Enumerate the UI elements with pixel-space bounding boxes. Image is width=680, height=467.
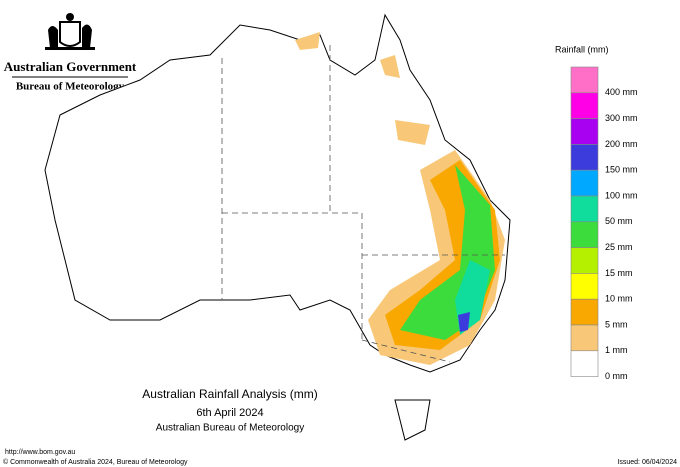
legend-label: 100 mm (605, 190, 638, 200)
australia (44, 13, 511, 441)
legend-title: Rainfall (mm) (555, 44, 609, 54)
legend-label: 400 mm (605, 87, 638, 97)
legend-label: 150 mm (605, 165, 638, 175)
legend-label: 25 mm (605, 242, 633, 252)
caption-agency: Australian Bureau of Meteorology (156, 423, 304, 434)
legend-swatch (570, 350, 599, 377)
legend-swatch (570, 247, 599, 274)
legend-label: 15 mm (605, 268, 633, 278)
government-name: Australian Government (4, 59, 137, 74)
crest (45, 13, 95, 50)
legend-swatch (570, 118, 599, 145)
legend-label: 1 mm (605, 345, 628, 355)
legend-swatch (570, 324, 599, 352)
legend: 400 mm 300 mm 200 mm 150 mm 100 mm 50 mm 25 mm… (570, 66, 638, 381)
legend-label: 10 mm (605, 294, 633, 304)
legend-swatch (570, 144, 599, 171)
legend-label: 50 mm (605, 216, 633, 226)
legend-label: 200 mm (605, 139, 638, 149)
legend-swatch (570, 273, 599, 300)
footer-copyright: © Commonwealth of Australia 2024, Bureau… (3, 458, 188, 466)
legend-swatch (570, 66, 599, 94)
legend-swatch (570, 92, 599, 119)
legend-swatch (570, 169, 599, 197)
legend-label: 5 mm (605, 319, 628, 329)
footer-url[interactable]: http://www.bom.gov.au (5, 449, 75, 456)
caption-title: Australian Rainfall Analysis (mm) (142, 387, 317, 401)
agency-name: Bureau of Meteorology (16, 81, 125, 93)
caption-date: 6th April 2024 (196, 407, 263, 419)
footer-issued: Issued: 06/04/2024 (617, 459, 677, 466)
legend-swatch (570, 221, 599, 248)
legend-swatch (570, 298, 599, 326)
legend-label: 0 mm (605, 371, 628, 381)
legend-swatch (570, 195, 599, 223)
legend-label: 300 mm (605, 113, 638, 123)
